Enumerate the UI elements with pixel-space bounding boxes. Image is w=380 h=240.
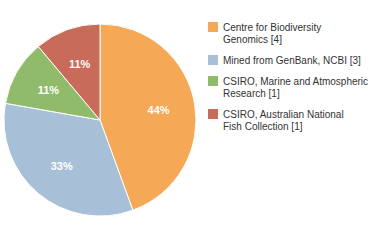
legend-label-line: CSIRO, Marine and Atmospheric <box>223 76 368 87</box>
data-label: 33% <box>51 160 73 172</box>
legend-label: CSIRO, Australian NationalFish Collectio… <box>223 109 344 132</box>
slices <box>4 24 196 216</box>
legend-swatch <box>208 55 218 65</box>
legend-swatch <box>208 109 218 119</box>
legend-label-line: Genomics [4] <box>223 34 282 45</box>
data-label: 44% <box>148 104 170 116</box>
legend-label-line: Research [1] <box>223 88 280 99</box>
legend-swatch <box>208 22 218 32</box>
legend-label-line: Mined from GenBank, NCBI [3] <box>223 55 361 66</box>
legend-label-line: Fish Collection [1] <box>223 121 303 132</box>
legend-label: Centre for BiodiversityGenomics [4] <box>223 22 321 45</box>
data-labels: 44% 33% 11% 11% <box>38 58 170 172</box>
legend-label: CSIRO, Marine and AtmosphericResearch [1… <box>223 76 368 99</box>
chart: 44% 33% 11% 11% Centre for BiodiversityGenom… <box>0 0 380 240</box>
chart-container: 44% 33% 11% 11% Centre for BiodiversityGenom… <box>0 0 380 240</box>
pie-slice <box>38 24 100 120</box>
legend: Centre for BiodiversityGenomics [4] Mined… <box>208 22 368 132</box>
data-label: 11% <box>38 84 60 96</box>
legend-label-line: CSIRO, Australian National <box>223 109 344 120</box>
pie-slice <box>4 103 133 216</box>
legend-swatch <box>208 76 218 86</box>
legend-label: Mined from GenBank, NCBI [3] <box>223 55 361 66</box>
legend-label-line: Centre for Biodiversity <box>223 22 321 33</box>
data-label: 11% <box>69 58 91 70</box>
